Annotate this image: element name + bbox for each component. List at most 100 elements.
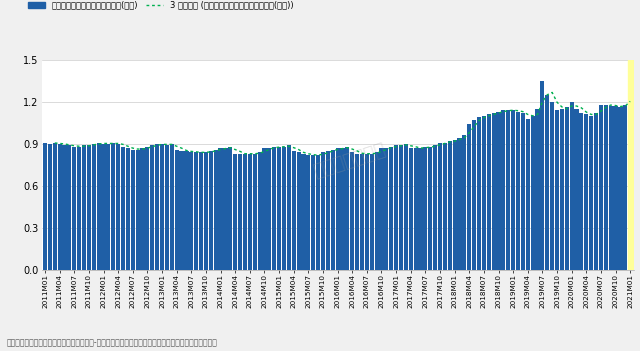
Bar	[238, 154, 242, 270]
Bar	[248, 154, 252, 270]
Bar	[218, 148, 223, 270]
Text: 海森鉰財經筆記: 海森鉰財經筆記	[311, 140, 388, 181]
Bar	[179, 151, 184, 270]
Bar	[72, 147, 76, 270]
Bar	[462, 135, 467, 270]
Bar	[497, 112, 500, 270]
Bar	[570, 102, 573, 270]
Bar	[243, 154, 247, 270]
Bar	[409, 148, 413, 270]
Bar	[604, 105, 608, 270]
Bar	[121, 147, 125, 270]
Legend: 平均每人每日一般廢棄物產生量(公斤), 3 移動平均 (平均每人每日一般廢棄物產生量(公斤)): 平均每人每日一般廢棄物產生量(公斤), 3 移動平均 (平均每人每日一般廢棄物產…	[28, 1, 293, 10]
Bar	[111, 143, 115, 270]
Bar	[404, 144, 408, 270]
Bar	[360, 154, 364, 270]
Bar	[536, 109, 540, 270]
Bar	[564, 107, 569, 270]
Bar	[204, 152, 208, 270]
Bar	[301, 154, 305, 270]
Bar	[209, 151, 213, 270]
Bar	[419, 148, 422, 270]
Bar	[97, 143, 100, 270]
Bar	[311, 155, 316, 270]
Bar	[374, 152, 379, 270]
Bar	[531, 116, 535, 270]
Bar	[214, 150, 218, 270]
Bar	[438, 143, 442, 270]
Bar	[579, 113, 584, 270]
Bar	[584, 114, 588, 270]
Bar	[102, 144, 106, 270]
Bar	[277, 147, 281, 270]
Bar	[165, 145, 169, 270]
Bar	[92, 144, 96, 270]
Bar	[316, 155, 320, 270]
Bar	[394, 145, 398, 270]
Bar	[307, 155, 310, 270]
Bar	[160, 144, 164, 270]
Bar	[370, 154, 374, 270]
Bar	[599, 105, 603, 270]
Bar	[58, 144, 61, 270]
Bar	[609, 106, 612, 270]
Bar	[116, 144, 120, 270]
Bar	[448, 141, 452, 270]
Bar	[389, 147, 394, 270]
Bar	[321, 152, 325, 270]
Bar	[87, 145, 91, 270]
Bar	[331, 150, 335, 270]
Bar	[399, 145, 403, 270]
Bar	[492, 113, 496, 270]
Bar	[282, 147, 286, 270]
Bar	[467, 124, 471, 270]
Bar	[233, 154, 237, 270]
Bar	[106, 144, 111, 270]
Bar	[272, 147, 276, 270]
Bar	[350, 152, 355, 270]
Bar	[628, 92, 632, 270]
Bar	[594, 113, 598, 270]
Bar	[184, 151, 189, 270]
Bar	[326, 151, 330, 270]
Bar	[506, 110, 510, 270]
Bar	[43, 143, 47, 270]
Bar	[257, 152, 262, 270]
Bar	[48, 144, 52, 270]
Bar	[140, 148, 145, 270]
Text: 資料來源：中華民國統計資訊網「環保統計-垃圾清運狀況」；資料匙整、分析、製圖：海森鉰財經筆記: 資料來源：中華民國統計資訊網「環保統計-垃圾清運狀況」；資料匙整、分析、製圖：海…	[6, 338, 217, 347]
Bar	[296, 152, 301, 270]
Bar	[540, 81, 545, 270]
Bar	[525, 119, 530, 270]
Bar	[443, 143, 447, 270]
Bar	[194, 152, 198, 270]
Bar	[545, 95, 549, 270]
Bar	[477, 117, 481, 270]
Bar	[550, 102, 554, 270]
Bar	[628, 60, 633, 270]
Bar	[262, 148, 266, 270]
Bar	[486, 114, 491, 270]
Bar	[482, 116, 486, 270]
Bar	[292, 151, 296, 270]
Bar	[340, 148, 344, 270]
Bar	[428, 147, 433, 270]
Bar	[268, 148, 271, 270]
Bar	[413, 148, 418, 270]
Bar	[628, 92, 632, 270]
Bar	[501, 110, 506, 270]
Bar	[365, 154, 369, 270]
Bar	[618, 107, 623, 270]
Bar	[131, 150, 135, 270]
Bar	[335, 148, 340, 270]
Bar	[136, 150, 140, 270]
Bar	[228, 147, 232, 270]
Bar	[199, 152, 203, 270]
Bar	[253, 154, 257, 270]
Bar	[458, 138, 461, 270]
Bar	[175, 150, 179, 270]
Bar	[516, 112, 520, 270]
Bar	[614, 106, 618, 270]
Bar	[67, 145, 72, 270]
Bar	[575, 109, 579, 270]
